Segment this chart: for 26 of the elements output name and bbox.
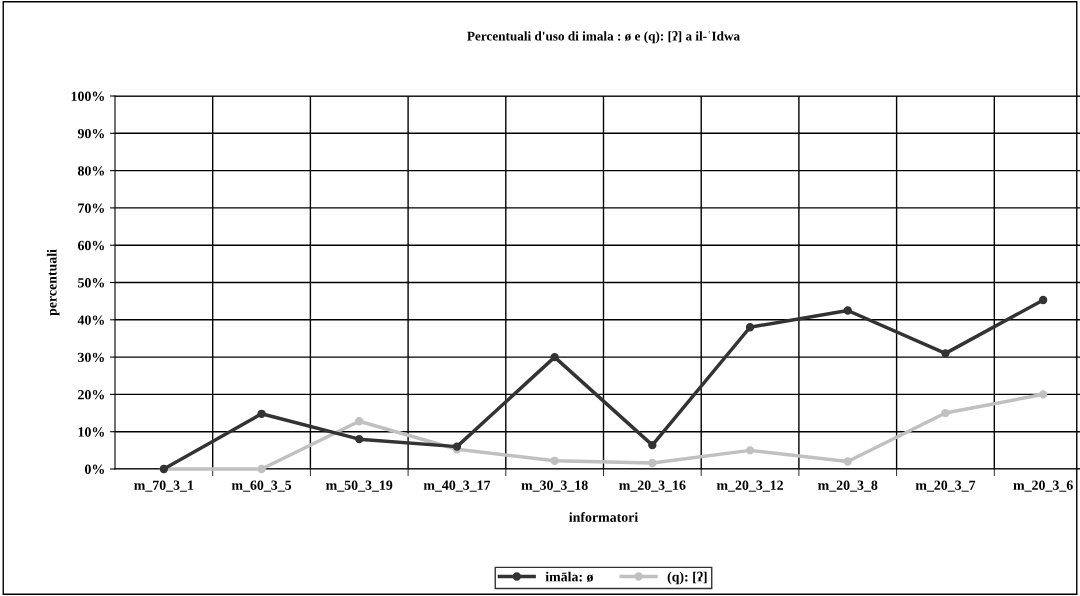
y-tick-label: 30% xyxy=(78,352,104,363)
y-tick-label: 10% xyxy=(78,427,104,437)
chart-title: Percentuali d'uso di imala : ø e (q): [ʔ] a il-ʿIdwa xyxy=(467,30,740,44)
y-tick-label: 100% xyxy=(71,91,104,101)
x-tick-label: m_20_3_12 xyxy=(716,480,784,492)
x-tick-label: m_30_3_18 xyxy=(521,480,588,492)
y-tick-label: 40% xyxy=(77,315,104,325)
legend-label: (q): [ʔ] xyxy=(667,571,707,585)
y-tick-label: 20% xyxy=(78,389,104,400)
y-tick-label: 70% xyxy=(78,203,104,213)
x-tick-label: m_20_3_7 xyxy=(915,480,976,492)
x-tick-label: m_70_3_1 xyxy=(134,480,194,492)
y-tick-label: 50% xyxy=(78,278,104,288)
x-tick-label: m_50_3_19 xyxy=(326,480,393,492)
y-tick-label: 60% xyxy=(77,240,104,251)
x-tick-label: m_20_3_8 xyxy=(818,480,878,492)
legend-label: imāla: ø xyxy=(545,571,593,582)
x-tick-label: m_60_3_5 xyxy=(231,480,292,492)
y-tick-label: 0% xyxy=(84,464,104,474)
y-tick-label: 80% xyxy=(77,166,104,176)
x-tick-label: m_20_3_16 xyxy=(619,480,686,492)
x-axis-title: informatori xyxy=(569,512,639,522)
x-tick-label: m_40_3_17 xyxy=(423,480,491,492)
y-tick-label: 90% xyxy=(77,128,104,139)
x-tick-label: m_20_3_6 xyxy=(1013,480,1073,492)
y-axis-title: percentuali xyxy=(46,249,60,316)
